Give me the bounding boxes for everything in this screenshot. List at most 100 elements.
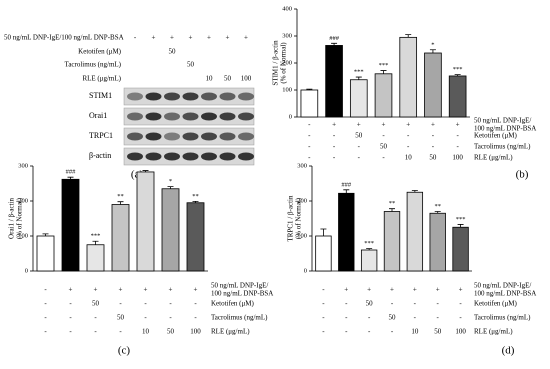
condition-cell: - bbox=[345, 328, 348, 336]
condition-cell: - bbox=[333, 132, 336, 140]
bar bbox=[86, 244, 105, 272]
condition-cell: - bbox=[169, 314, 172, 322]
y-axis-label: TRPC1 / β-actin bbox=[287, 195, 295, 241]
condition-label: Tacrolimus (ng/mL) bbox=[474, 314, 531, 322]
treatment-label: Tacrolimus (ng/mL) bbox=[65, 61, 122, 69]
y-tick-label: 0 bbox=[289, 113, 292, 120]
significance: ** bbox=[389, 200, 396, 207]
band-label: β-actin bbox=[89, 151, 111, 160]
bar bbox=[300, 89, 319, 118]
error-bar bbox=[167, 186, 174, 189]
blot-band bbox=[201, 132, 217, 141]
treatment-cell: + bbox=[244, 34, 248, 42]
condition-cell: - bbox=[44, 328, 47, 336]
condition-cell: - bbox=[407, 132, 410, 140]
condition-label: Ketotifen (μM) bbox=[211, 300, 254, 308]
condition-cell: - bbox=[333, 154, 336, 162]
condition-cell: + bbox=[194, 286, 198, 294]
significance: *** bbox=[354, 69, 364, 76]
bar bbox=[424, 52, 442, 118]
condition-cell: - bbox=[308, 121, 311, 129]
condition-cell: - bbox=[308, 154, 311, 162]
condition-cell: - bbox=[94, 314, 97, 322]
condition-cell: - bbox=[322, 300, 325, 308]
blot-band bbox=[201, 92, 217, 101]
error-bar bbox=[343, 189, 350, 194]
y-tick-label: 100 bbox=[18, 232, 28, 239]
error-bar bbox=[457, 224, 464, 228]
condition-cell: - bbox=[69, 314, 72, 322]
treatment-cell: 50 bbox=[187, 61, 195, 69]
band-label: STIM1 bbox=[89, 91, 112, 100]
significance: *** bbox=[456, 216, 466, 223]
error-bar bbox=[380, 70, 387, 74]
condition-label: 50 ng/mL DNP-IgE/ bbox=[474, 282, 531, 290]
significance: ### bbox=[341, 181, 352, 188]
condition-cell: + bbox=[367, 286, 371, 294]
y-tick-label: 300 bbox=[297, 162, 307, 169]
condition-label: Tacrolimus (ng/mL) bbox=[474, 143, 531, 151]
error-bar bbox=[142, 170, 149, 172]
bar bbox=[452, 226, 469, 272]
condition-cell: + bbox=[119, 286, 123, 294]
blot-band bbox=[238, 92, 254, 101]
blot-band bbox=[219, 92, 236, 101]
significance: *** bbox=[379, 62, 389, 69]
condition-cell: + bbox=[344, 286, 348, 294]
significance: *** bbox=[91, 233, 101, 240]
significance: ### bbox=[329, 35, 340, 42]
error-bar bbox=[306, 88, 313, 90]
blot-band bbox=[164, 132, 180, 141]
treatment-cell: + bbox=[152, 34, 156, 42]
condition-cell: 50 bbox=[366, 300, 374, 308]
condition-cell: + bbox=[169, 286, 173, 294]
condition-cell: - bbox=[456, 132, 459, 140]
error-bar bbox=[67, 176, 74, 180]
condition-cell: - bbox=[345, 314, 348, 322]
condition-cell: 50 bbox=[92, 300, 100, 308]
condition-cell: - bbox=[368, 314, 371, 322]
bar bbox=[161, 188, 180, 272]
blot-band bbox=[145, 112, 162, 121]
condition-label: RLE (μg/mL) bbox=[474, 328, 513, 336]
blot-band bbox=[219, 132, 236, 141]
condition-cell: + bbox=[332, 121, 336, 129]
condition-cell: 100 bbox=[190, 328, 201, 336]
blot-band bbox=[164, 112, 180, 121]
condition-cell: + bbox=[390, 286, 394, 294]
blot-band bbox=[201, 112, 217, 121]
condition-cell: + bbox=[406, 121, 410, 129]
blot-band bbox=[127, 152, 143, 161]
y-tick-label: 400 bbox=[282, 5, 292, 12]
y-tick-label: 200 bbox=[18, 197, 28, 204]
bar bbox=[406, 191, 424, 272]
blot-band bbox=[145, 152, 162, 161]
blot-band bbox=[164, 92, 180, 101]
error-bar bbox=[405, 34, 412, 38]
bar bbox=[186, 202, 205, 272]
condition-cell: + bbox=[357, 121, 361, 129]
y-axis-label: STIM1 / β-actin bbox=[272, 40, 280, 86]
condition-cell: 100 bbox=[455, 328, 466, 336]
condition-cell: + bbox=[69, 286, 73, 294]
condition-cell: - bbox=[322, 328, 325, 336]
significance: * bbox=[431, 41, 434, 48]
condition-cell: - bbox=[358, 154, 361, 162]
condition-label: RLE (μg/mL) bbox=[211, 328, 250, 336]
bar bbox=[325, 45, 343, 118]
blot-band bbox=[182, 132, 199, 141]
condition-cell: - bbox=[391, 328, 394, 336]
treatment-cell: 50 bbox=[224, 75, 232, 83]
error-bar bbox=[366, 248, 373, 250]
condition-label: RLE (μg/mL) bbox=[474, 154, 513, 162]
condition-cell: - bbox=[459, 314, 462, 322]
condition-cell: - bbox=[432, 132, 435, 140]
treatment-cell: + bbox=[189, 34, 193, 42]
treatment-label: Ketotifen (μM) bbox=[78, 48, 121, 56]
y-axis-label: (% of Normal) bbox=[16, 197, 24, 239]
y-tick-label: 100 bbox=[297, 232, 307, 239]
significance: *** bbox=[453, 66, 463, 73]
significance: ** bbox=[117, 193, 124, 200]
condition-cell: - bbox=[322, 314, 325, 322]
condition-cell: 100 bbox=[452, 154, 463, 162]
